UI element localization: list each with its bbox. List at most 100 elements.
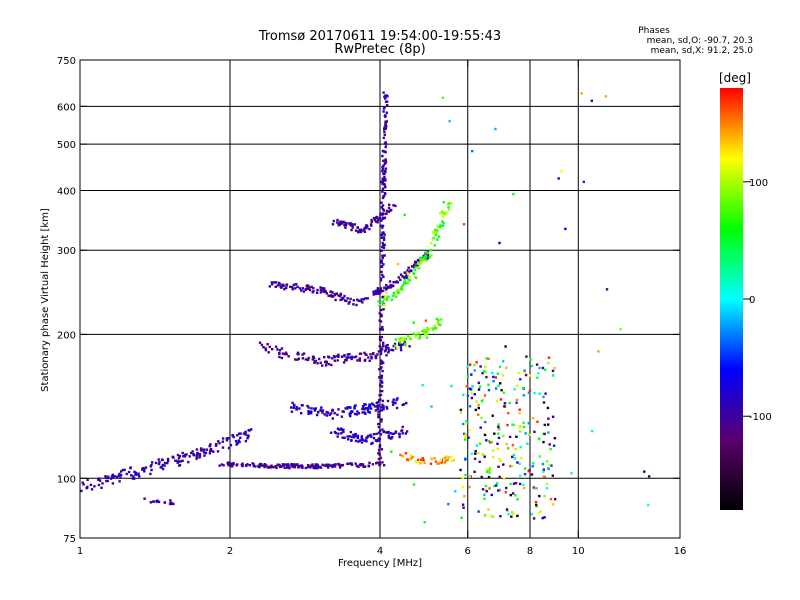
data-point bbox=[514, 481, 518, 485]
data-point bbox=[407, 273, 410, 276]
data-point bbox=[518, 426, 521, 429]
data-point bbox=[523, 369, 526, 372]
data-point bbox=[289, 285, 292, 288]
data-point bbox=[358, 439, 361, 442]
data-point bbox=[502, 391, 505, 394]
data-point bbox=[331, 357, 334, 360]
data-point bbox=[117, 474, 120, 477]
data-point bbox=[263, 463, 266, 466]
data-point bbox=[382, 408, 385, 411]
data-point bbox=[118, 472, 121, 476]
data-point bbox=[398, 435, 401, 439]
data-point bbox=[518, 408, 521, 411]
y-axis-label: Stationary phase Virtual Height [km] bbox=[40, 208, 51, 392]
data-point bbox=[506, 509, 509, 513]
data-point bbox=[448, 202, 451, 205]
x-tick-label: 6 bbox=[465, 546, 471, 557]
data-point bbox=[427, 328, 430, 331]
data-point bbox=[379, 277, 383, 280]
data-point bbox=[381, 204, 385, 207]
data-point bbox=[387, 349, 391, 352]
data-point bbox=[505, 366, 508, 370]
data-point bbox=[377, 292, 381, 295]
data-point bbox=[347, 302, 350, 305]
data-point bbox=[389, 285, 393, 288]
data-point bbox=[383, 233, 386, 236]
data-point bbox=[325, 463, 328, 466]
data-point bbox=[369, 433, 372, 437]
data-point bbox=[379, 348, 383, 351]
data-point bbox=[331, 409, 334, 412]
data-point bbox=[468, 405, 472, 408]
data-point bbox=[580, 92, 583, 95]
data-point bbox=[491, 515, 494, 518]
data-point bbox=[514, 448, 517, 451]
data-point bbox=[321, 364, 324, 367]
data-point bbox=[163, 464, 166, 467]
data-point bbox=[383, 175, 386, 179]
data-point bbox=[407, 266, 410, 269]
data-point bbox=[547, 361, 550, 365]
data-point bbox=[382, 182, 386, 186]
data-point bbox=[321, 289, 324, 293]
colorbar-label: [deg] bbox=[719, 71, 751, 85]
data-point bbox=[506, 447, 510, 450]
data-point bbox=[252, 463, 255, 466]
data-point bbox=[507, 412, 510, 415]
data-point bbox=[311, 358, 314, 361]
data-point bbox=[392, 294, 395, 297]
data-point bbox=[355, 464, 358, 468]
data-point bbox=[330, 294, 333, 297]
data-point bbox=[345, 359, 348, 362]
axis-ticks: 1 2 4 6 8 10 16 75 100 200 300 400 500 600 750 bbox=[57, 56, 686, 557]
data-point bbox=[340, 427, 343, 430]
data-point bbox=[522, 486, 526, 490]
data-point bbox=[494, 127, 497, 131]
data-point bbox=[367, 410, 370, 414]
data-point bbox=[110, 475, 114, 478]
data-point bbox=[551, 474, 554, 477]
data-point bbox=[348, 300, 351, 304]
data-point bbox=[513, 388, 516, 391]
data-point bbox=[382, 246, 386, 249]
data-point bbox=[354, 432, 357, 436]
data-point bbox=[340, 428, 344, 432]
data-point bbox=[260, 343, 264, 347]
data-point bbox=[276, 348, 279, 351]
data-point bbox=[381, 295, 384, 299]
data-point bbox=[356, 226, 359, 229]
data-point bbox=[378, 304, 381, 307]
data-point bbox=[414, 335, 417, 338]
data-point bbox=[377, 415, 380, 419]
data-point bbox=[535, 487, 538, 490]
data-point bbox=[296, 351, 300, 354]
data-point bbox=[377, 431, 381, 435]
data-point bbox=[479, 442, 482, 445]
data-point bbox=[557, 177, 560, 180]
data-point bbox=[384, 115, 387, 118]
data-point bbox=[221, 437, 225, 440]
data-point bbox=[508, 401, 511, 405]
data-point bbox=[104, 476, 107, 479]
data-point bbox=[483, 365, 487, 369]
data-point bbox=[477, 406, 480, 410]
data-point bbox=[387, 347, 390, 350]
data-point bbox=[198, 453, 202, 456]
data-point bbox=[480, 400, 483, 403]
data-point bbox=[482, 370, 486, 373]
data-point bbox=[433, 231, 436, 235]
data-point bbox=[295, 408, 299, 411]
data-point bbox=[380, 377, 383, 380]
data-point bbox=[515, 435, 518, 438]
data-point bbox=[227, 463, 230, 467]
data-point bbox=[384, 158, 387, 161]
data-point bbox=[441, 215, 445, 218]
data-point bbox=[337, 432, 340, 435]
data-point bbox=[362, 465, 365, 468]
data-point bbox=[541, 462, 545, 466]
data-point bbox=[510, 464, 514, 468]
data-point bbox=[477, 403, 480, 407]
data-point bbox=[187, 460, 190, 464]
data-point bbox=[182, 455, 185, 458]
data-point bbox=[547, 423, 550, 426]
